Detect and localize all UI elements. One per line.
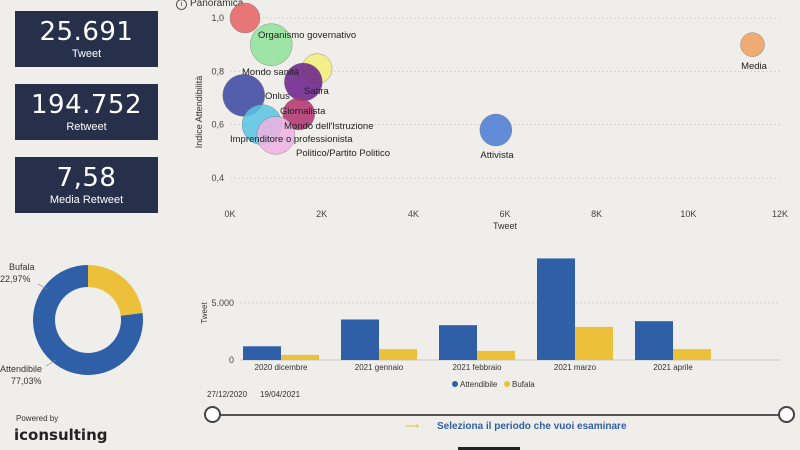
x-tick-label: 2021 aprile xyxy=(653,363,693,372)
bubble-label: Politico/Partito Politico xyxy=(296,148,390,159)
bubble-label: Onlus xyxy=(265,91,290,102)
x-tick-label: 8K xyxy=(591,209,602,219)
bubble-label: Satira xyxy=(304,86,330,97)
slider-start-date: 27/12/2020 xyxy=(207,390,248,399)
bubble-label: Mondo sanità xyxy=(242,67,300,78)
scatter-title: i Panoramica xyxy=(176,0,243,10)
bar-bufala[interactable] xyxy=(379,349,417,360)
kpi-card-tweet: 25.691 Tweet xyxy=(15,11,158,67)
legend-label: Attendibile xyxy=(460,380,498,389)
x-tick-label: 12K xyxy=(772,209,788,219)
info-icon[interactable]: i xyxy=(176,0,187,10)
y-tick-label: 0,6 xyxy=(211,120,224,130)
donut-value-bufala: 22,97% xyxy=(0,274,31,284)
bubble-point[interactable] xyxy=(256,116,296,155)
donut-value-attendibile: 77,03% xyxy=(11,376,42,386)
scatter-title-text: Panoramica xyxy=(190,0,244,9)
bubble-point[interactable] xyxy=(250,23,293,66)
arrow-right-icon: ⟶ xyxy=(405,421,420,432)
x-tick-label: 0K xyxy=(224,209,235,219)
bar-attendibile[interactable] xyxy=(537,258,575,360)
slider-end-date: 19/04/2021 xyxy=(260,390,301,399)
date-range-track[interactable] xyxy=(212,414,787,416)
donut-slice-bufala[interactable] xyxy=(88,265,143,316)
y-tick-label: 1,0 xyxy=(211,13,224,23)
kpi-value: 7,58 xyxy=(56,163,117,193)
bar-bufala[interactable] xyxy=(575,326,613,360)
bar-chart[interactable]: 5.000 0 Tweet 2020 dicembre 2021 gennaio 2021… xyxy=(190,240,800,400)
scroll-indicator xyxy=(458,447,520,450)
period-hint-text: Seleziona il periodo che vuoi esaminare xyxy=(437,421,627,432)
bar-attendibile[interactable] xyxy=(439,325,477,360)
x-tick-label: 6K xyxy=(499,209,510,219)
y-axis-label: Indice Attendibilità xyxy=(194,76,204,149)
iconsulting-logo: iconsulting xyxy=(14,426,108,444)
y-tick-label: 0 xyxy=(229,355,234,365)
legend-label: Bufala xyxy=(512,380,535,389)
bubble-point[interactable] xyxy=(282,97,315,131)
bubble-point[interactable] xyxy=(740,32,765,57)
x-tick-label: 2K xyxy=(316,209,327,219)
x-tick-label: 2020 dicembre xyxy=(255,363,308,372)
bubble-label: Attivista xyxy=(480,150,514,161)
kpi-label: Tweet xyxy=(71,48,102,60)
bubble-label: Imprenditore o professionista xyxy=(230,134,353,145)
y-tick-label: 5.000 xyxy=(211,298,234,308)
x-tick-label: 4K xyxy=(408,209,419,219)
x-tick-label: 2021 marzo xyxy=(554,363,597,372)
kpi-card-retweet: 194.752 Retweet xyxy=(15,84,158,140)
bar-attendibile[interactable] xyxy=(243,346,281,360)
bubble-label: Mondo dell'Istruzione xyxy=(284,121,373,132)
powered-by-label: Powered by xyxy=(16,414,59,423)
donut-label-bufala: Bufala xyxy=(9,262,35,272)
legend-dot-attendibile xyxy=(452,381,458,387)
kpi-value: 25.691 xyxy=(39,17,134,47)
legend-dot-bufala xyxy=(504,381,510,387)
kpi-card-media-retweet: 7,58 Media Retweet xyxy=(15,157,158,213)
donut-slice-attendibile[interactable] xyxy=(32,265,144,375)
bubble-label: Media xyxy=(741,61,768,72)
x-axis-label: Tweet xyxy=(493,221,518,231)
bar-attendibile[interactable] xyxy=(341,319,379,360)
donut-chart[interactable] xyxy=(0,240,180,390)
donut-label-attendibile: Attendibile xyxy=(0,364,43,374)
bar-bufala[interactable] xyxy=(281,354,319,360)
kpi-label: Media Retweet xyxy=(49,194,124,206)
kpi-label: Retweet xyxy=(66,121,107,133)
bar-bufala[interactable] xyxy=(673,349,711,360)
leader-line xyxy=(45,359,57,367)
x-tick-label: 2021 febbraio xyxy=(453,363,502,372)
y-tick-label: 0,4 xyxy=(211,173,224,183)
slider-start-handle[interactable] xyxy=(204,406,221,423)
leader-line xyxy=(37,283,49,291)
bar-attendibile[interactable] xyxy=(635,321,673,360)
y-axis-label: Tweet xyxy=(200,302,209,324)
bubble-label: Organismo governativo xyxy=(258,30,356,41)
x-tick-label: 2021 gennaio xyxy=(355,363,404,372)
slider-end-handle[interactable] xyxy=(778,406,795,423)
scatter-chart[interactable]: 1,0 0,8 0,6 0,4 0K 2K 4K 6K 8K 10K 12K Tweet Indice … xyxy=(190,0,800,240)
bubble-partial xyxy=(229,2,261,34)
x-tick-label: 10K xyxy=(680,209,696,219)
bubble-point[interactable] xyxy=(479,113,513,147)
y-tick-label: 0,8 xyxy=(211,66,224,76)
bar-bufala[interactable] xyxy=(477,350,515,360)
kpi-value: 194.752 xyxy=(30,90,143,120)
bubble-label: Giornalista xyxy=(280,106,326,117)
